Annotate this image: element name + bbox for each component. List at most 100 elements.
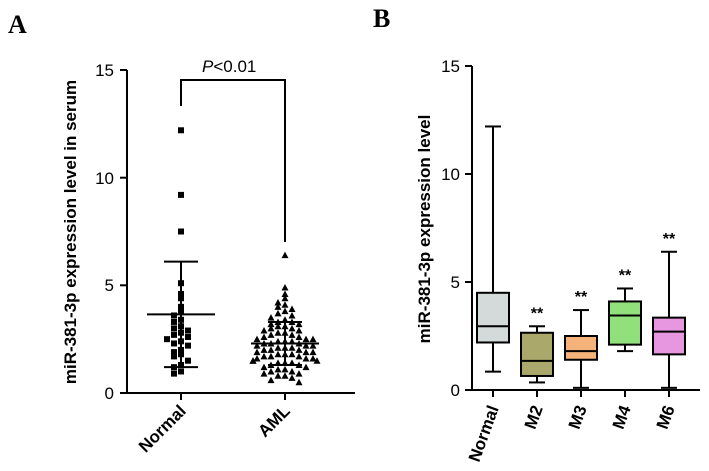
panel-a-marks: [147, 127, 321, 386]
aml-point: [288, 350, 296, 358]
aml-point: [295, 333, 303, 341]
aml-point: [267, 346, 275, 353]
aml-point: [267, 331, 275, 338]
aml-point: [274, 344, 282, 351]
aml-point: [281, 372, 289, 379]
aml-point: [295, 346, 303, 353]
aml-point: [260, 327, 268, 334]
aml-point: [288, 374, 296, 381]
aml-point: [281, 365, 289, 373]
normal-point: [185, 327, 191, 334]
normal-point: [171, 370, 177, 377]
tick-15: 15: [95, 61, 127, 80]
aml-point: [288, 324, 296, 332]
svg-text:0: 0: [451, 381, 460, 400]
svg-text:5: 5: [105, 276, 114, 295]
aml-point: [274, 322, 282, 330]
x-label-normal: Normal: [135, 401, 190, 456]
tick-10: 10: [441, 165, 472, 184]
aml-point: [281, 294, 289, 302]
aml-point: [288, 367, 296, 375]
normal-point: [171, 353, 177, 360]
tick-10: 10: [95, 169, 127, 188]
aml-point: [309, 348, 317, 356]
significance-m4: **: [619, 267, 632, 284]
x-label-m2: M2: [521, 403, 547, 432]
svg-text:0: 0: [105, 384, 114, 403]
x-label-m3: M3: [565, 403, 591, 432]
aml-point: [309, 335, 317, 343]
aml-point: [274, 350, 282, 358]
aml-point: [260, 346, 268, 353]
normal-point: [164, 336, 170, 343]
box-normal: [476, 125, 510, 373]
aml-point: [309, 342, 317, 349]
normal-point: [171, 340, 177, 347]
panel-b-label: B: [373, 4, 390, 33]
tick-5: 5: [451, 273, 472, 292]
significance-m3: **: [575, 289, 588, 306]
aml-point: [253, 348, 261, 356]
panel-a-label: A: [8, 10, 27, 39]
normal-point: [178, 191, 184, 198]
aml-point: [302, 335, 310, 343]
normal-point: [171, 349, 177, 356]
aml-point: [274, 365, 282, 373]
aml-point: [260, 363, 268, 371]
aml-point: [295, 352, 303, 360]
aml-point: [253, 355, 261, 362]
aml-point: [274, 329, 282, 336]
significance-m2: **: [531, 305, 544, 322]
tick-5: 5: [105, 276, 127, 295]
x-label-aml: AML: [254, 401, 293, 440]
aml-point: [267, 352, 275, 360]
aml-point: [302, 342, 310, 349]
box-m4: [608, 287, 642, 353]
panel-b-chart: miR-381-3p expression level 0 5 10 15 No…: [415, 57, 700, 464]
aml-point: [288, 344, 296, 351]
normal-point: [171, 325, 177, 332]
tick-0: 0: [105, 384, 127, 403]
aml-point: [281, 307, 289, 315]
tick-0: 0: [451, 381, 472, 400]
aml-point: [267, 320, 275, 328]
panel-b-ticks: 0 5 10 15: [441, 57, 472, 400]
aml-point: [281, 301, 289, 308]
p-value-label: P<0.01: [202, 57, 256, 76]
aml-point: [313, 357, 321, 364]
aml-point: [295, 320, 303, 328]
aml-point: [260, 370, 268, 377]
aml-point: [253, 342, 261, 349]
box-m2: [520, 325, 554, 384]
aml-point: [295, 378, 303, 386]
aml-point: [281, 283, 289, 291]
tick-15: 15: [441, 57, 472, 76]
box-m6: [652, 250, 686, 389]
aml-point: [267, 324, 275, 332]
aml-point: [274, 303, 282, 310]
aml-point: [288, 305, 296, 313]
aml-point: [274, 299, 282, 306]
svg-text:15: 15: [95, 61, 114, 80]
aml-point: [260, 333, 268, 341]
panel-b-marks: Normal ** M2 ** M3 ** M4 ** M6: [465, 125, 686, 464]
aml-point: [288, 311, 296, 319]
x-label-m6: M6: [653, 403, 679, 432]
aml-point: [281, 251, 289, 259]
aml-point: [281, 290, 289, 297]
significance-m6: **: [663, 231, 676, 248]
normal-point: [171, 318, 177, 325]
aml-point: [288, 331, 296, 338]
aml-point: [260, 352, 268, 360]
normal-point: [185, 342, 191, 349]
aml-point: [295, 327, 303, 334]
panel-b-ylabel: miR-381-3p expression level: [415, 115, 434, 344]
normal-point: [178, 368, 184, 375]
aml-point: [253, 335, 261, 343]
aml-point: [274, 372, 282, 379]
panel-a-ticks: 0 5 10 15: [95, 61, 127, 403]
panel-a-ylabel: miR-381-3p expression level in serum: [61, 80, 80, 384]
aml-point: [302, 355, 310, 362]
normal-point: [185, 334, 191, 341]
